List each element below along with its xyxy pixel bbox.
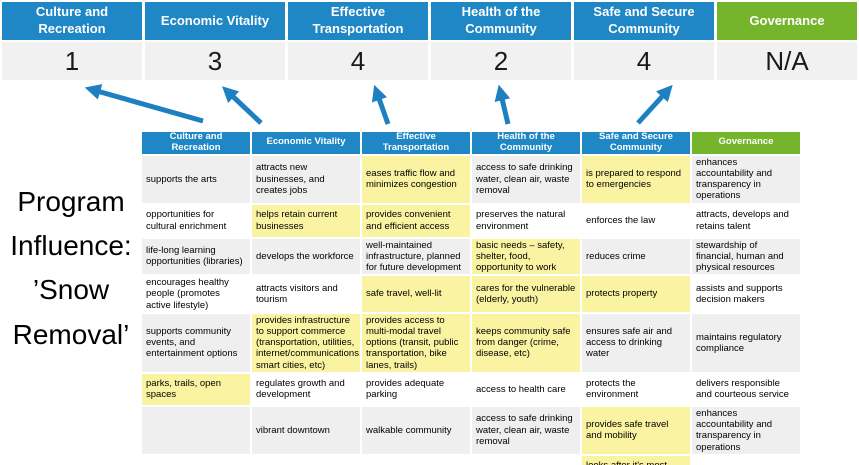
matrix-cell-r2c2: helps retain current businesses [252, 204, 360, 237]
priority-header-effective-transportation: Effective Transportation [288, 2, 428, 40]
priority-score-health-of-the-community: 2 [431, 42, 571, 80]
matrix-cell-r8c6 [692, 455, 800, 465]
influence-matrix-table: Culture and Recreation Economic Vitality E… [140, 130, 802, 465]
matrix-header-effective-transportation: Effective Transportation [362, 132, 470, 154]
matrix-cell-r2c6: attracts, develops and retains talent [692, 204, 800, 237]
score-arrow-2 [221, 86, 263, 125]
matrix-cell-r4c6: assists and supports decision makers [692, 276, 800, 312]
matrix-cell-r8c2 [252, 455, 360, 465]
influence-matrix: Culture and Recreation Economic Vitality E… [140, 130, 802, 465]
matrix-cell-r2c5: enforces the law [582, 204, 690, 237]
matrix-cell-r3c5: reduces crime [582, 238, 690, 275]
matrix-header-health-of-the-community: Health of the Community [472, 132, 580, 154]
matrix-cell-r3c2: develops the workforce [252, 238, 360, 275]
matrix-cell-r4c2: attracts visitors and tourism [252, 276, 360, 312]
matrix-header-safe-and-secure-community: Safe and Secure Community [582, 132, 690, 154]
score-arrow-3 [371, 84, 391, 125]
matrix-cell-r7c1 [142, 406, 250, 454]
matrix-row-7: vibrant downtown walkable community access… [142, 406, 800, 454]
matrix-cell-r1c2: attracts new businesses, and creates job… [252, 155, 360, 203]
priority-header-culture-and-recreation: Culture and Recreation [2, 2, 142, 40]
matrix-cell-r8c1 [142, 455, 250, 465]
priority-header-safe-and-secure-community: Safe and Secure Community [574, 2, 714, 40]
matrix-row-6: parks, trails, open spaces regulates grow… [142, 373, 800, 405]
matrix-cell-r4c3: safe travel, well-lit [362, 276, 470, 312]
matrix-header-economic-vitality: Economic Vitality [252, 132, 360, 154]
score-arrow-1 [84, 84, 204, 124]
matrix-cell-r3c1: life-long learning opportunities (librar… [142, 238, 250, 275]
score-arrows [84, 84, 673, 125]
matrix-cell-r2c3: provides convenient and efficient access [362, 204, 470, 237]
matrix-cell-r5c3: provides access to multi-modal travel op… [362, 313, 470, 372]
matrix-cell-r1c1: supports the arts [142, 155, 250, 203]
matrix-cell-r1c5: is prepared to respond to emergencies [582, 155, 690, 203]
priority-banner: Culture and Recreation Economic Vitality E… [0, 0, 859, 40]
priority-header-economic-vitality: Economic Vitality [145, 2, 285, 40]
priority-score-row: 1 3 4 2 4 N/A [0, 42, 859, 80]
matrix-cell-r3c4: basic needs – safety, shelter, food, opp… [472, 238, 580, 275]
priority-score-governance: N/A [717, 42, 857, 80]
matrix-cell-r5c1: supports community events, and entertain… [142, 313, 250, 372]
matrix-row-5: supports community events, and entertain… [142, 313, 800, 372]
matrix-header-culture-and-recreation: Culture and Recreation [142, 132, 250, 154]
program-influence-label: Program Influence: ’Snow Removal’ [10, 186, 132, 350]
matrix-cell-r5c6: maintains regulatory compliance [692, 313, 800, 372]
arrow-lines [84, 84, 673, 125]
matrix-row-2: opportunities for cultural enrichment hel… [142, 204, 800, 237]
matrix-cell-r7c6: enhances accountability and transparency… [692, 406, 800, 454]
matrix-row-8: looks after it's most vulnerable [142, 455, 800, 465]
matrix-header-governance: Governance [692, 132, 800, 154]
priority-header-health-of-the-community: Health of the Community [431, 2, 571, 40]
score-arrow-5 [636, 84, 673, 125]
matrix-cell-r3c3: well-maintained infrastructure, planned … [362, 238, 470, 275]
matrix-row-1: supports the arts attracts new businesses… [142, 155, 800, 203]
score-arrow-4 [494, 84, 511, 125]
matrix-cell-r4c1: encourages healthy people (promotes acti… [142, 276, 250, 312]
matrix-cell-r8c4 [472, 455, 580, 465]
matrix-cell-r6c1: parks, trails, open spaces [142, 373, 250, 405]
matrix-cell-r6c3: provides adequate parking [362, 373, 470, 405]
matrix-cell-r5c4: keeps community safe from danger (crime,… [472, 313, 580, 372]
matrix-cell-r7c5: provides safe travel and mobility [582, 406, 690, 454]
matrix-cell-r2c1: opportunities for cultural enrichment [142, 204, 250, 237]
matrix-row-3: life-long learning opportunities (librar… [142, 238, 800, 275]
matrix-cell-r4c5: protects property [582, 276, 690, 312]
priority-header-governance: Governance [717, 2, 857, 40]
matrix-cell-r6c6: delivers responsible and courteous servi… [692, 373, 800, 405]
matrix-header-row: Culture and Recreation Economic Vitality E… [142, 132, 800, 154]
priority-score-culture-and-recreation: 1 [2, 42, 142, 80]
priority-score-economic-vitality: 3 [145, 42, 285, 80]
priority-score-effective-transportation: 4 [288, 42, 428, 80]
matrix-cell-r6c5: protects the environment [582, 373, 690, 405]
matrix-row-4: encourages healthy people (promotes acti… [142, 276, 800, 312]
matrix-cell-r8c5: looks after it's most vulnerable [582, 455, 690, 465]
matrix-cell-r6c2: regulates growth and development [252, 373, 360, 405]
matrix-cell-r5c5: ensures safe air and access to drinking … [582, 313, 690, 372]
matrix-cell-r6c4: access to health care [472, 373, 580, 405]
priority-score-safe-and-secure-community: 4 [574, 42, 714, 80]
matrix-cell-r3c6: stewardship of financial, human and phys… [692, 238, 800, 275]
matrix-cell-r8c3 [362, 455, 470, 465]
matrix-cell-r1c4: access to safe drinking water, clean air… [472, 155, 580, 203]
matrix-cell-r7c4: access to safe drinking water, clean air… [472, 406, 580, 454]
matrix-cell-r7c3: walkable community [362, 406, 470, 454]
matrix-cell-r1c3: eases traffic flow and minimizes congest… [362, 155, 470, 203]
matrix-cell-r5c2: provides infrastructure to support comme… [252, 313, 360, 372]
matrix-cell-r4c4: cares for the vulnerable (elderly, youth… [472, 276, 580, 312]
matrix-cell-r2c4: preserves the natural environment [472, 204, 580, 237]
matrix-cell-r7c2: vibrant downtown [252, 406, 360, 454]
matrix-cell-r1c6: enhances accountability and transparency… [692, 155, 800, 203]
